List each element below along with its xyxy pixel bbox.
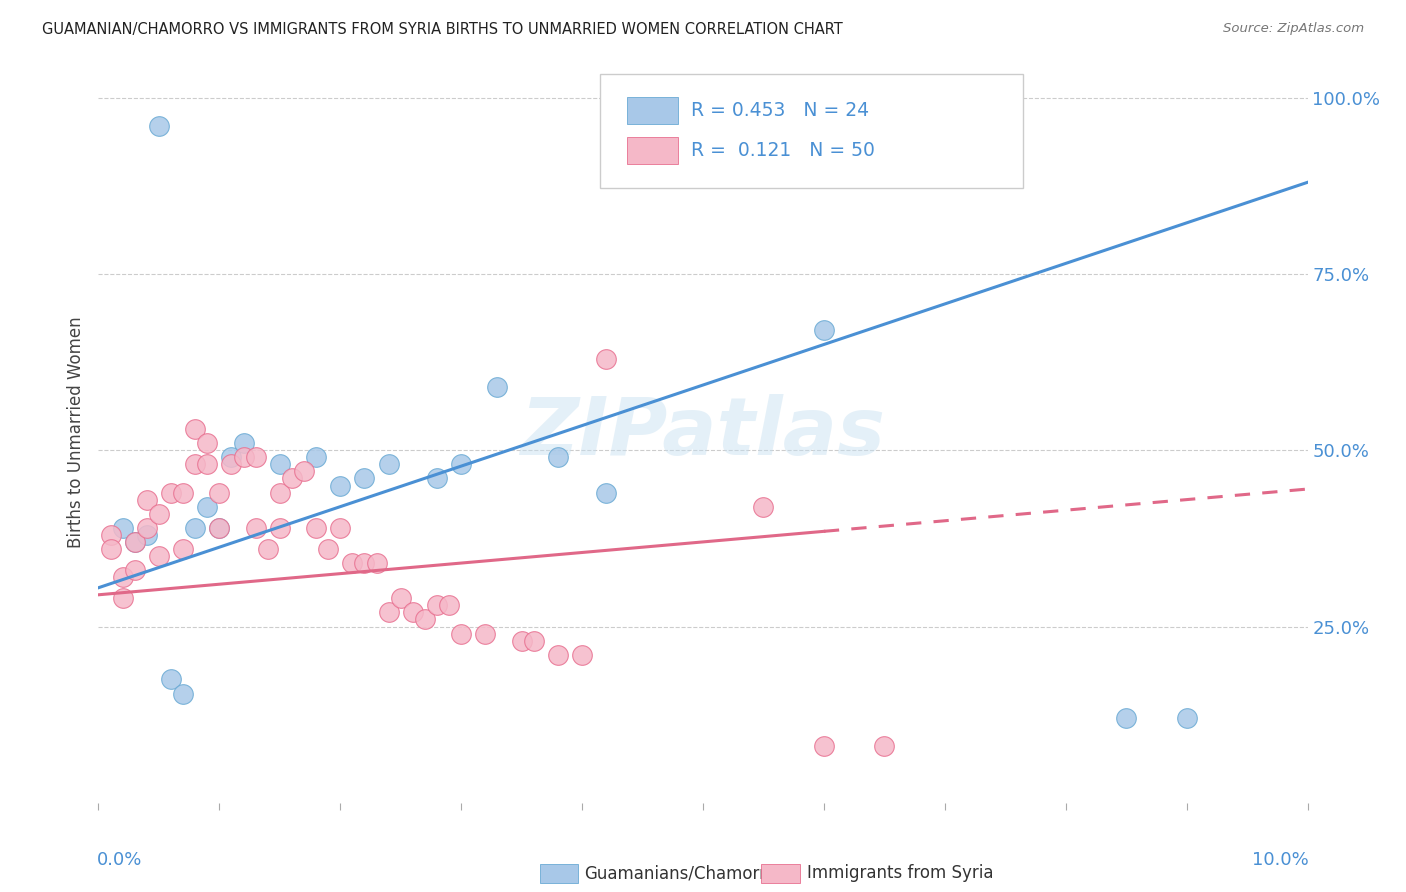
Point <box>305 450 328 465</box>
Point <box>245 521 267 535</box>
Point <box>426 599 449 613</box>
Text: ZIPatlas: ZIPatlas <box>520 393 886 472</box>
Point <box>232 450 254 465</box>
Point <box>184 521 207 535</box>
Point <box>571 648 593 662</box>
FancyBboxPatch shape <box>627 97 678 124</box>
Point <box>450 626 472 640</box>
Point <box>100 541 122 556</box>
Point <box>523 633 546 648</box>
Point <box>329 478 352 492</box>
Point <box>269 458 291 472</box>
Point <box>184 458 207 472</box>
Point <box>402 606 425 620</box>
Point <box>124 563 146 577</box>
Point <box>195 436 218 450</box>
Text: Guamanians/Chamorros: Guamanians/Chamorros <box>585 864 785 882</box>
Point <box>547 648 569 662</box>
Point <box>281 471 304 485</box>
Point <box>148 119 170 133</box>
Point <box>221 458 243 472</box>
Point <box>160 673 183 687</box>
FancyBboxPatch shape <box>540 863 578 883</box>
Point <box>305 521 328 535</box>
Point <box>195 500 218 514</box>
Point <box>813 739 835 754</box>
Text: GUAMANIAN/CHAMORRO VS IMMIGRANTS FROM SYRIA BIRTHS TO UNMARRIED WOMEN CORRELATIO: GUAMANIAN/CHAMORRO VS IMMIGRANTS FROM SY… <box>42 22 844 37</box>
Point <box>329 521 352 535</box>
Point <box>510 633 533 648</box>
Point <box>413 612 436 626</box>
Point <box>269 521 291 535</box>
Point <box>100 528 122 542</box>
Point <box>752 500 775 514</box>
Point <box>208 521 231 535</box>
Point <box>486 380 509 394</box>
Point <box>377 458 399 472</box>
Point <box>426 471 449 485</box>
Point <box>184 422 207 436</box>
Text: R =  0.121   N = 50: R = 0.121 N = 50 <box>690 141 875 160</box>
Point <box>595 485 617 500</box>
Point <box>124 535 146 549</box>
Y-axis label: Births to Unmarried Women: Births to Unmarried Women <box>67 317 86 549</box>
Point <box>135 521 157 535</box>
Point <box>208 521 231 535</box>
Text: Source: ZipAtlas.com: Source: ZipAtlas.com <box>1223 22 1364 36</box>
Point <box>111 521 134 535</box>
Point <box>292 464 315 478</box>
Point <box>353 471 375 485</box>
Point <box>111 570 134 584</box>
Point <box>437 599 460 613</box>
Point <box>135 528 157 542</box>
Text: 10.0%: 10.0% <box>1251 851 1309 869</box>
Point <box>873 739 896 754</box>
Point <box>256 541 278 556</box>
Point <box>366 556 388 570</box>
Point <box>1115 711 1137 725</box>
Point <box>377 606 399 620</box>
Point <box>353 556 375 570</box>
Point <box>172 485 194 500</box>
Point <box>160 485 183 500</box>
Point <box>316 541 339 556</box>
FancyBboxPatch shape <box>600 73 1024 188</box>
Point <box>1175 711 1198 725</box>
Point <box>111 591 134 606</box>
Point <box>389 591 412 606</box>
Point <box>342 556 364 570</box>
Point <box>595 351 617 366</box>
FancyBboxPatch shape <box>627 137 678 164</box>
Point <box>148 549 170 563</box>
Point <box>195 458 218 472</box>
Text: Immigrants from Syria: Immigrants from Syria <box>807 864 994 882</box>
Point <box>124 535 146 549</box>
Point <box>232 436 254 450</box>
Text: 0.0%: 0.0% <box>97 851 142 869</box>
Point <box>269 485 291 500</box>
Point <box>813 323 835 337</box>
Point <box>450 458 472 472</box>
Point <box>172 541 194 556</box>
Point <box>221 450 243 465</box>
Text: R = 0.453   N = 24: R = 0.453 N = 24 <box>690 101 869 120</box>
Point <box>148 507 170 521</box>
Point <box>474 626 496 640</box>
Point <box>135 492 157 507</box>
Point <box>245 450 267 465</box>
FancyBboxPatch shape <box>761 863 800 883</box>
Point <box>547 450 569 465</box>
Point <box>172 686 194 700</box>
Point <box>208 485 231 500</box>
